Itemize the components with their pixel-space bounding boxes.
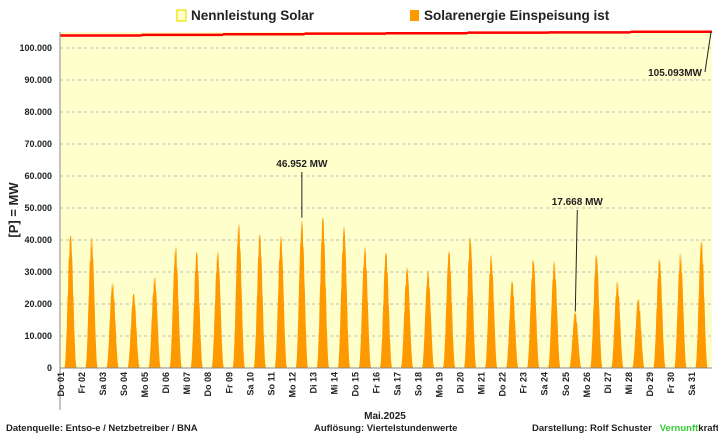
legend-swatch-capacity <box>176 9 187 22</box>
x-tick-label: Mi 21 <box>477 372 487 395</box>
solar-day-area <box>653 258 666 368</box>
x-tick-label: So 11 <box>266 372 276 396</box>
solar-day-area <box>85 236 98 368</box>
y-tick-label: 30.000 <box>24 267 52 277</box>
solar-day-area <box>169 246 182 368</box>
y-tick-label: 70.000 <box>24 139 52 149</box>
x-tick-label: Di 20 <box>456 372 466 394</box>
x-tick-label: So 25 <box>561 372 571 396</box>
y-axis-title: [P] = MW <box>6 182 21 238</box>
y-tick-label: 90.000 <box>24 75 52 85</box>
footer-author-text: Darstellung: Rolf Schuster <box>532 423 652 434</box>
x-tick-label: Mi 14 <box>329 372 339 395</box>
solar-day-area <box>211 251 225 368</box>
y-tick-label: 20.000 <box>24 299 52 309</box>
solar-day-area <box>632 298 645 368</box>
x-tick-label: Fr 02 <box>77 372 87 394</box>
x-axis-title: Mai.2025 <box>364 411 406 420</box>
annotation-max: 46.952 MW <box>276 159 328 170</box>
x-tick-label: Di 27 <box>603 372 613 394</box>
solar-day-area <box>463 236 477 368</box>
y-tick-label: 100.000 <box>19 43 52 53</box>
brand-green: Vernunft <box>659 423 699 434</box>
solar-day-area <box>127 293 140 368</box>
legend-label-solar: Solarenergie Einspeisung ist <box>424 8 610 23</box>
y-tick-label: 40.000 <box>24 235 52 245</box>
x-tick-label: Sa 31 <box>687 372 697 396</box>
annotation-line <box>574 209 578 312</box>
footer-author: Darstellung: Rolf Schuster Vernunftkraft <box>532 423 718 434</box>
x-tick-label: Fr 30 <box>666 372 676 394</box>
solar-day-area <box>611 281 624 368</box>
x-tick-label: Sa 24 <box>540 372 550 396</box>
footer-source: Datenquelle: Entso-e / Netzbetreiber / B… <box>6 423 198 434</box>
x-tick-label: Mi 28 <box>624 372 634 395</box>
x-tick-label: Mo 12 <box>287 372 297 398</box>
y-tick-label: 80.000 <box>24 107 52 117</box>
annotation-line <box>704 31 712 73</box>
x-tick-label: Do 01 <box>56 372 66 397</box>
solar-day-area <box>337 225 351 368</box>
x-tick-label: Do 22 <box>498 372 508 397</box>
solar-day-area <box>295 219 309 368</box>
x-tick-label: Fr 23 <box>519 372 529 394</box>
footer-resolution: Auflösung: Viertelstundenwerte <box>314 423 458 434</box>
x-tick-label: Sa 03 <box>98 372 108 396</box>
x-tick-label: Sa 10 <box>245 372 255 396</box>
solar-day-area <box>505 281 519 368</box>
x-tick-label: Mo 19 <box>435 372 445 398</box>
y-tick-label: 10.000 <box>24 331 52 341</box>
y-tick-label: 60.000 <box>24 171 52 181</box>
solar-day-area <box>190 251 204 368</box>
x-tick-label: Di 13 <box>308 372 318 394</box>
solar-day-area <box>400 266 414 368</box>
solar-day-area <box>274 235 288 368</box>
solar-day-area <box>232 222 246 368</box>
solar-day-area <box>106 282 119 368</box>
solar-day-area <box>253 234 267 368</box>
solar-day-area <box>421 269 435 368</box>
solar-day-area <box>484 254 498 368</box>
solar-day-area <box>674 252 687 368</box>
x-tick-label: Do 15 <box>350 372 360 397</box>
x-tick-label: Sa 17 <box>393 372 403 396</box>
legend-label-capacity: Nennleistung Solar <box>191 8 315 23</box>
solar-day-area <box>526 258 540 368</box>
solar-day-area <box>379 252 393 368</box>
solar-day-area <box>358 246 372 368</box>
brand-rest: kraft <box>698 423 718 434</box>
x-tick-label: Mi 07 <box>182 372 192 395</box>
x-tick-label: So 18 <box>414 372 424 396</box>
solar-chart: 0 10.000 20.000 30.000 40.000 50.000 60.000 70.… <box>6 8 712 422</box>
solar-day-area <box>148 276 161 368</box>
annotation-min: 17.668 MW <box>552 197 604 208</box>
solar-day-area <box>547 260 561 368</box>
x-tick-label: So 04 <box>119 372 129 396</box>
solar-day-area <box>590 254 603 368</box>
legend-swatch-solar <box>410 10 419 21</box>
y-tick-label: 50.000 <box>24 203 52 213</box>
x-tick-label: Do 29 <box>645 372 655 397</box>
solar-day-area <box>695 239 708 368</box>
annotation-capacity: 105.093MW <box>648 68 702 79</box>
solar-day-area <box>568 312 582 368</box>
x-tick-label: Fr 09 <box>224 372 234 394</box>
x-tick-label: Mo 26 <box>582 372 592 398</box>
y-tick-label: 0 <box>47 363 52 373</box>
x-tick-label: Di 06 <box>161 372 171 394</box>
x-tick-label: Fr 16 <box>371 372 381 394</box>
x-tick-label: Do 08 <box>203 372 213 397</box>
solar-day-area <box>64 235 77 368</box>
solar-day-area <box>316 217 330 368</box>
x-tick-label: Mo 05 <box>140 372 150 398</box>
solar-day-area <box>442 251 456 368</box>
